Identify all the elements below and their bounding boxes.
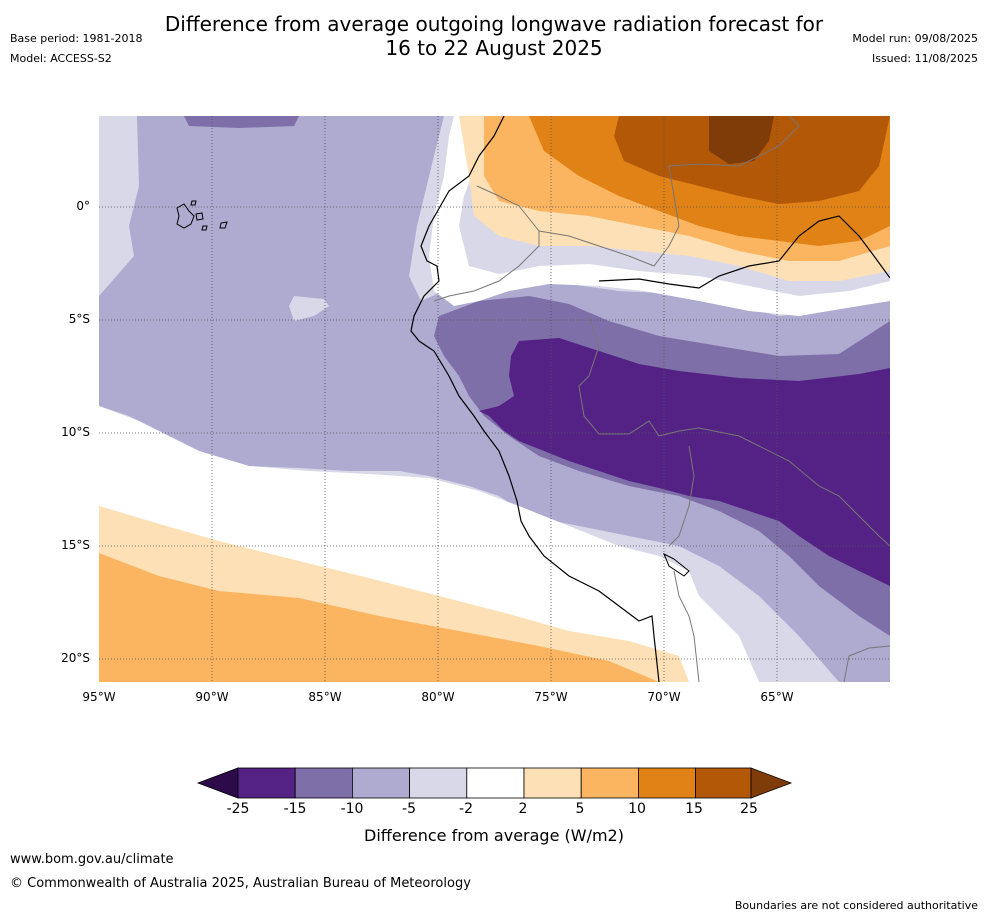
- lon-label-95w: 95°W: [82, 690, 116, 704]
- pale-patch: [289, 296, 329, 321]
- lon-label-85w: 85°W: [308, 690, 342, 704]
- colorbar-bin: [409, 767, 468, 799]
- colorbar-bin: [580, 767, 639, 799]
- colorbar-tick: -5: [402, 801, 416, 817]
- colorbar-tick: -15: [283, 801, 307, 817]
- field-extreme-positive: [709, 116, 774, 164]
- country-borders: [433, 116, 890, 682]
- meta-right: Model run: 09/08/2025 Issued: 11/08/2025: [852, 32, 978, 72]
- lon-label-90w: 90°W: [195, 690, 229, 704]
- colorbar: [196, 767, 793, 799]
- meta-left: Base period: 1981-2018 Model: ACCESS-S2: [10, 32, 142, 72]
- coastline-south-america: [410, 116, 660, 682]
- base-period: Base period: 1981-2018: [10, 32, 143, 45]
- lat-label-10s: 10°S: [61, 425, 90, 439]
- lat-label-0: 0°: [76, 199, 90, 213]
- colorbar-tick: -25: [226, 801, 250, 817]
- colorbar-tick: -10: [340, 801, 364, 817]
- colorbar-bin: [466, 767, 525, 799]
- colorbar-tick: 10: [628, 801, 646, 817]
- field-strong-negative-north: [184, 116, 299, 128]
- coastline-north: [598, 215, 890, 289]
- lake-titicaca: [663, 552, 690, 577]
- lon-label-75w: 75°W: [534, 690, 568, 704]
- colorbar-tick: 25: [740, 801, 758, 817]
- galapagos-islands: [176, 200, 228, 231]
- field-moderate-positive-south: [99, 553, 659, 682]
- lat-label-20s: 20°S: [61, 651, 90, 665]
- graticule: [99, 116, 890, 682]
- colorbar-bin: [351, 767, 410, 799]
- lon-label-70w: 70°W: [647, 690, 681, 704]
- lat-label-5s: 5°S: [68, 312, 90, 326]
- colorbar-bin: [523, 767, 582, 799]
- lat-label-15s: 15°S: [61, 538, 90, 552]
- colorbar-tick: 2: [518, 801, 528, 817]
- colorbar-tick: -2: [459, 801, 473, 817]
- lon-label-65w: 65°W: [760, 690, 794, 704]
- colorbar-bin: [237, 767, 296, 799]
- colorbar-title: Difference from average (W/m2): [364, 826, 624, 845]
- field-neutral-north: [429, 116, 890, 316]
- colorbar-tick: 15: [685, 801, 703, 817]
- colorbar-bin: [294, 767, 353, 799]
- title-line-1: Difference from average outgoing longwav…: [164, 12, 824, 36]
- website-link[interactable]: www.bom.gov.au/climate: [10, 852, 174, 867]
- model-name: Model: ACCESS-S2: [10, 52, 112, 65]
- colorbar-bin: [695, 767, 752, 799]
- colorbar-tick: 5: [575, 801, 585, 817]
- issued-date: Issued: 11/08/2025: [871, 52, 978, 65]
- colorbar-extend-low: [196, 767, 239, 799]
- model-run: Model run: 09/08/2025: [852, 32, 978, 45]
- colorbar-bin: [637, 767, 696, 799]
- map-title: Difference from average outgoing longwav…: [0, 12, 988, 60]
- title-line-2: 16 to 22 August 2025: [385, 36, 603, 60]
- copyright-notice: © Commonwealth of Australia 2025, Austra…: [10, 876, 471, 891]
- colorbar-extend-high: [750, 767, 793, 799]
- boundary-disclaimer: Boundaries are not considered authoritat…: [734, 899, 978, 912]
- field-neutral-south: [99, 406, 759, 682]
- lon-label-80w: 80°W: [421, 690, 455, 704]
- olr-anomaly-map: [99, 116, 890, 682]
